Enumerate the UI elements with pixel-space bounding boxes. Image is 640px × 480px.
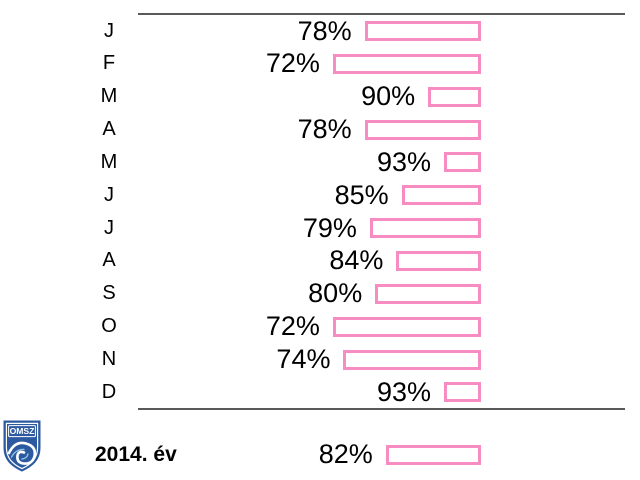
value-label: 72% bbox=[265, 311, 320, 342]
summary-row: 2014. év 82% bbox=[0, 438, 640, 471]
bar-row: J 78% bbox=[0, 15, 640, 48]
value-label: 84% bbox=[329, 245, 384, 276]
bar bbox=[443, 152, 481, 173]
month-label: M bbox=[100, 150, 118, 173]
axis-line-bottom bbox=[138, 408, 625, 410]
axis-line-top bbox=[138, 13, 625, 15]
value-label: 90% bbox=[361, 81, 416, 112]
bar-row: J 79% bbox=[0, 212, 640, 245]
bar bbox=[375, 283, 481, 304]
value-label: 74% bbox=[276, 344, 331, 374]
month-label: O bbox=[101, 315, 117, 338]
summary-year-label: 2014. év bbox=[95, 443, 177, 466]
bar-row: A 84% bbox=[0, 244, 640, 277]
month-label: J bbox=[104, 183, 114, 206]
month-label: J bbox=[104, 216, 114, 239]
bar-row: O 72% bbox=[0, 310, 640, 343]
value-label: 85% bbox=[334, 179, 389, 210]
bar-row: M 93% bbox=[0, 146, 640, 179]
value-label: 78% bbox=[297, 114, 352, 145]
bar bbox=[396, 250, 481, 271]
bar-row: F 72% bbox=[0, 47, 640, 80]
logo-shield bbox=[3, 420, 41, 472]
bar bbox=[332, 53, 481, 74]
month-label: F bbox=[102, 52, 116, 75]
value-label: 79% bbox=[302, 212, 357, 243]
omsz-logo: OMSZ bbox=[3, 420, 41, 472]
value-label: 72% bbox=[265, 48, 320, 79]
bar-row: A 78% bbox=[0, 113, 640, 146]
month-label: M bbox=[100, 85, 118, 108]
bar-row: M 90% bbox=[0, 80, 640, 113]
month-label: N bbox=[101, 348, 117, 370]
bar bbox=[332, 316, 481, 337]
month-label: D bbox=[101, 380, 117, 403]
bar-row: J 85% bbox=[0, 179, 640, 212]
value-label: 80% bbox=[308, 278, 363, 309]
bar bbox=[428, 86, 481, 107]
value-label: 93% bbox=[376, 146, 431, 177]
bar bbox=[364, 119, 481, 140]
logo-text: OMSZ bbox=[10, 426, 35, 436]
bar bbox=[364, 21, 481, 41]
bar bbox=[343, 349, 481, 370]
bar bbox=[401, 185, 481, 206]
bar-row: D 93% bbox=[0, 376, 640, 409]
bar-row: N 74% bbox=[0, 343, 640, 376]
bar-row: S 80% bbox=[0, 277, 640, 310]
summary-value-label: 82% bbox=[318, 439, 373, 469]
value-label: 78% bbox=[297, 15, 352, 46]
bar bbox=[369, 218, 481, 239]
summary-bar bbox=[385, 444, 481, 465]
bar bbox=[443, 382, 481, 403]
month-label: J bbox=[104, 19, 114, 42]
month-label: A bbox=[102, 249, 116, 272]
value-label: 93% bbox=[376, 376, 431, 407]
month-label: S bbox=[102, 282, 116, 305]
logo-swirl-icon bbox=[7, 441, 37, 465]
month-label: A bbox=[102, 118, 116, 141]
logo-text-box bbox=[8, 425, 36, 438]
